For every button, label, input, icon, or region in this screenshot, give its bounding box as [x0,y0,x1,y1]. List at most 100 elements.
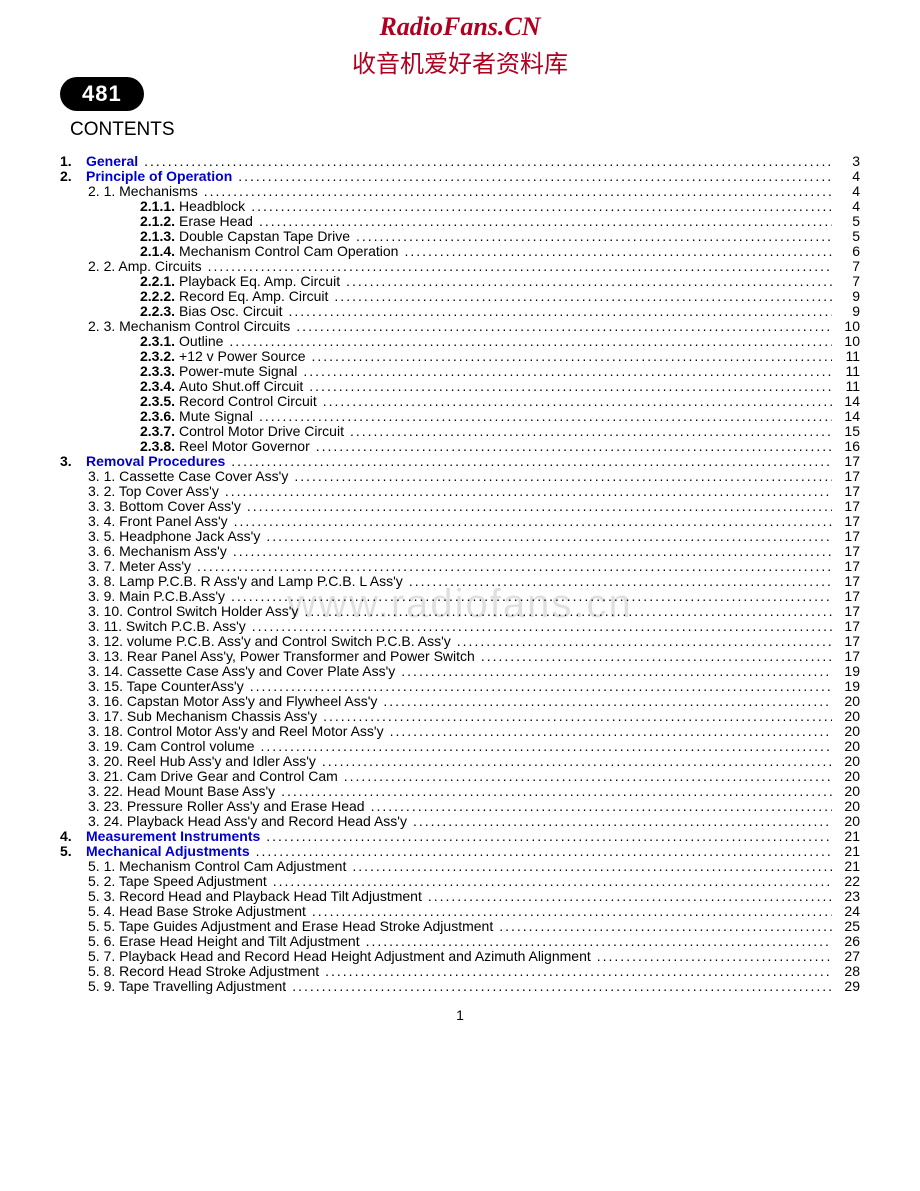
toc-dot-leader [371,799,832,813]
toc-dot-leader [289,304,833,318]
toc-page: 15 [832,424,860,438]
toc-row: 3. 22. Head Mount Base Ass'y20 [60,783,860,798]
toc-dot-leader [266,529,832,543]
toc-page: 29 [832,979,860,993]
toc-label: 3. 10. Control Switch Holder Ass'y [88,604,304,618]
toc-label: 2. 2. Amp. Circuits [88,259,208,273]
toc-page: 19 [832,664,860,678]
toc-row: 3. 11. Switch P.C.B. Ass'y17 [60,618,860,633]
toc-dot-leader [350,424,832,438]
toc-number: 2.3.5. [140,394,179,408]
toc-label: Mechanism Control Cam Operation [179,244,404,258]
toc-number: 2.1.2. [140,214,179,228]
toc-label: 3. 6. Mechanism Ass'y [88,544,233,558]
toc-dot-leader [383,694,832,708]
toc-dot-leader [294,469,832,483]
toc-number: 1. [60,154,86,168]
toc-row: 3. 2. Top Cover Ass'y17 [60,483,860,498]
toc-row: 2.3.7.Control Motor Drive Circuit15 [60,423,860,438]
toc-row: 3. 21. Cam Drive Gear and Control Cam20 [60,768,860,783]
toc-page: 21 [832,859,860,873]
toc-dot-leader [261,739,832,753]
toc-label[interactable]: Measurement Instruments [86,829,266,843]
toc-label: Mute Signal [179,409,259,423]
site-title: RadioFans.CN [60,12,860,42]
toc-dot-leader [413,814,832,828]
toc-page: 17 [832,484,860,498]
toc-row: 3. 19. Cam Control volume20 [60,738,860,753]
toc-row: 3. 4. Front Panel Ass'y17 [60,513,860,528]
toc-label: 3. 16. Capstan Motor Ass'y and Flywheel … [88,694,383,708]
toc-dot-leader [281,784,832,798]
toc-page: 9 [832,304,860,318]
toc-dot-leader [204,184,832,198]
toc-page: 17 [832,619,860,633]
toc-label[interactable]: Mechanical Adjustments [86,844,256,858]
toc-row[interactable]: 5.Mechanical Adjustments21 [60,843,860,858]
toc-page: 19 [832,679,860,693]
toc-row: 3. 7. Meter Ass'y17 [60,558,860,573]
toc-dot-leader [344,769,832,783]
toc-page: 4 [832,184,860,198]
toc-page: 17 [832,454,860,468]
toc-page: 21 [832,829,860,843]
toc-label[interactable]: General [86,154,144,168]
toc-label: 3. 23. Pressure Roller Ass'y and Erase H… [88,799,371,813]
toc-row: 3. 15. Tape CounterAss'y19 [60,678,860,693]
toc-number: 2. [60,169,86,183]
toc-row: 2.3.5.Record Control Circuit14 [60,393,860,408]
toc-page: 20 [832,799,860,813]
toc-row: 2. 3. Mechanism Control Circuits10 [60,318,860,333]
toc-dot-leader [404,244,832,258]
toc-number: 5. [60,844,86,858]
toc-dot-leader [356,229,832,243]
toc-page: 20 [832,739,860,753]
toc-row: 2.3.4.Auto Shut.off Circuit11 [60,378,860,393]
badge-row: 481 [60,77,860,111]
toc-page: 28 [832,964,860,978]
toc-page: 20 [832,724,860,738]
toc-row: 3. 9. Main P.C.B.Ass'y17 [60,588,860,603]
toc-row[interactable]: 2.Principle of Operation4 [60,168,860,183]
toc-number: 2.3.3. [140,364,179,378]
toc-label: Record Control Circuit [179,394,323,408]
toc-row: 3. 12. volume P.C.B. Ass'y and Control S… [60,633,860,648]
toc-page: 9 [832,289,860,303]
toc-label: 3. 1. Cassette Case Cover Ass'y [88,469,294,483]
toc-dot-leader [252,619,832,633]
toc-dot-leader [229,334,832,348]
toc-label[interactable]: Principle of Operation [86,169,238,183]
toc-page: 10 [832,334,860,348]
toc-page: 20 [832,769,860,783]
toc-dot-leader [197,559,832,573]
toc-row[interactable]: 3.Removal Procedures17 [60,453,860,468]
toc-label: Control Motor Drive Circuit [179,424,350,438]
toc-label: 2. 3. Mechanism Control Circuits [88,319,296,333]
toc-row: 2. 1. Mechanisms4 [60,183,860,198]
toc-dot-leader [409,574,832,588]
toc-page: 16 [832,439,860,453]
toc-row[interactable]: 1.General3 [60,153,860,168]
toc-page: 5 [832,229,860,243]
toc-label: 3. 8. Lamp P.C.B. R Ass'y and Lamp P.C.B… [88,574,409,588]
toc-row: 3. 20. Reel Hub Ass'y and Idler Ass'y20 [60,753,860,768]
toc-row[interactable]: 4.Measurement Instruments21 [60,828,860,843]
toc-row: 2.2.1.Playback Eq. Amp. Circuit7 [60,273,860,288]
toc-page: 26 [832,934,860,948]
toc-page: 17 [832,499,860,513]
toc-number: 2.3.1. [140,334,179,348]
toc-row: 3. 6. Mechanism Ass'y17 [60,543,860,558]
toc-number: 2.3.4. [140,379,179,393]
toc-row: 5. 3. Record Head and Playback Head Tilt… [60,888,860,903]
toc-dot-leader [238,169,832,183]
toc-label: 3. 4. Front Panel Ass'y [88,514,234,528]
toc-dot-leader [323,394,832,408]
toc-row: 2.3.8.Reel Motor Governor16 [60,438,860,453]
toc-label[interactable]: Removal Procedures [86,454,231,468]
toc-page: 6 [832,244,860,258]
toc-label: 3. 3. Bottom Cover Ass'y [88,499,247,513]
toc-dot-leader [352,859,832,873]
toc-dot-leader [597,949,832,963]
toc-page: 14 [832,409,860,423]
toc-label: Outline [179,334,229,348]
